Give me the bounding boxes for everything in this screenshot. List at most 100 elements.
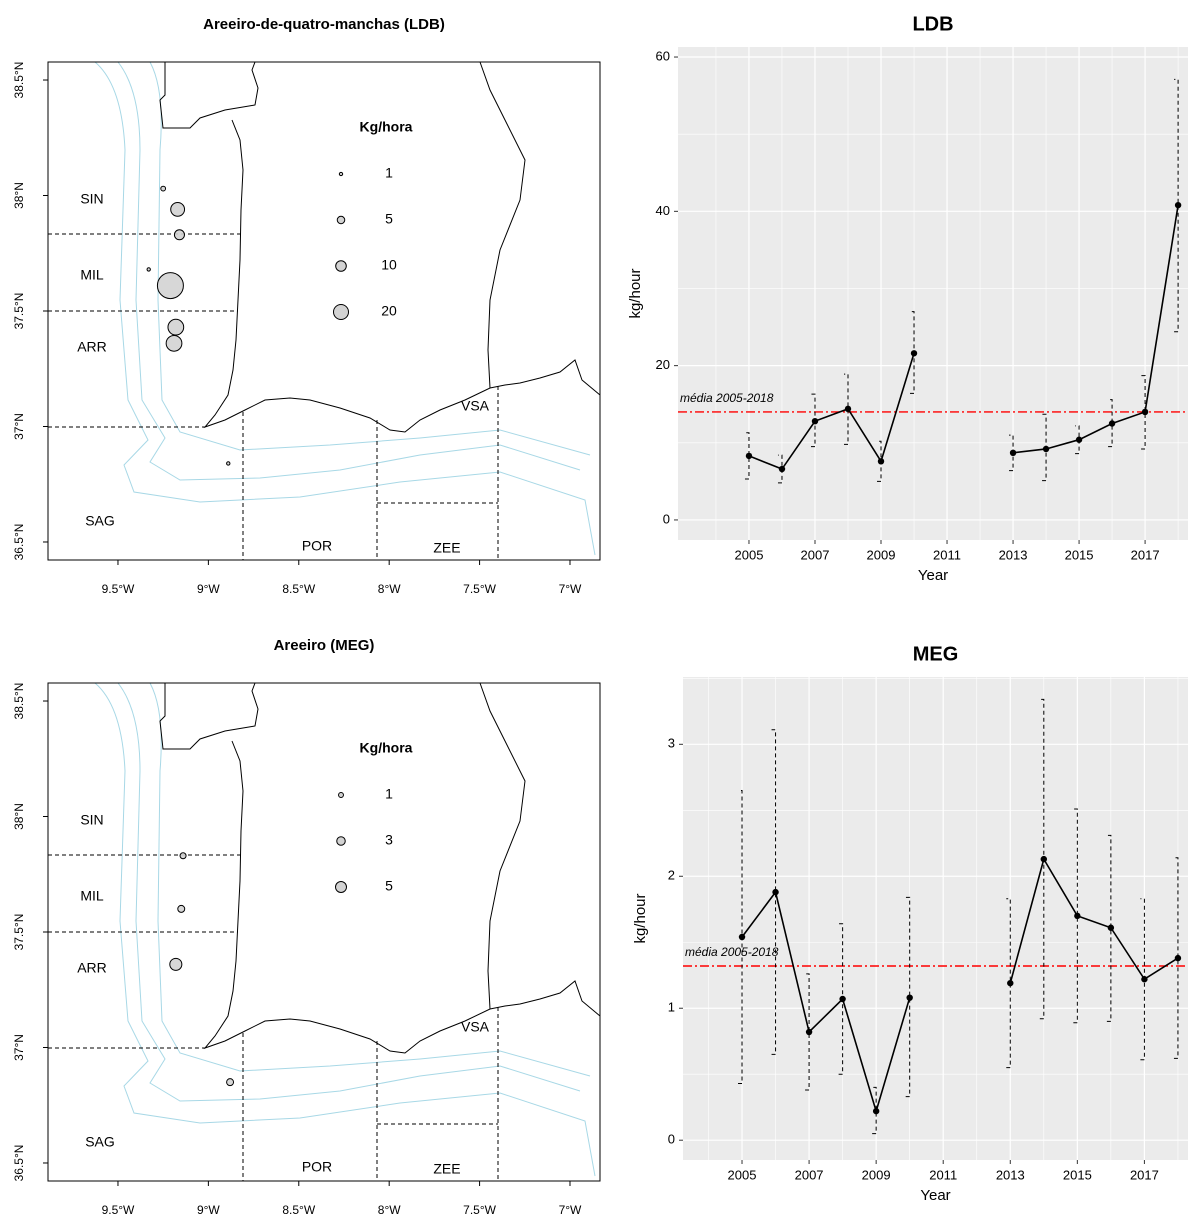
x-tick-label: 2007 — [795, 1167, 824, 1182]
error-bar — [1174, 78, 1179, 333]
legend-label: 3 — [385, 832, 393, 848]
region-label: ZEE — [433, 540, 460, 556]
legend-label: 5 — [385, 211, 393, 227]
legend-symbol — [335, 260, 347, 272]
x-tick-label: 8°W — [378, 1203, 401, 1217]
x-tick-label: 2005 — [728, 1167, 757, 1182]
mean-label: média 2005-2018 — [685, 945, 779, 959]
error-bar — [1106, 834, 1112, 1022]
map-frame — [47, 682, 601, 1182]
region-label: SIN — [80, 191, 103, 207]
legend-label: 5 — [385, 878, 393, 894]
error-bar — [1073, 808, 1078, 1024]
x-tick-label: 8.5°W — [282, 1203, 315, 1217]
legend-label: 10 — [381, 257, 397, 273]
x-tick-label: 2013 — [999, 547, 1028, 562]
chart-title: MEG — [913, 643, 959, 665]
y-tick-label: 38°N — [12, 803, 26, 830]
x-tick-label: 9°W — [197, 582, 220, 596]
plot-background — [683, 677, 1188, 1160]
region-label: MIL — [80, 267, 104, 283]
data-point — [906, 994, 913, 1001]
x-axis-title: Year — [918, 567, 948, 584]
legend-symbol — [338, 792, 344, 798]
error-bar — [905, 896, 911, 1098]
legend-symbol — [333, 304, 349, 320]
data-point — [772, 888, 779, 896]
error-bar — [1108, 399, 1113, 448]
region-label: VSA — [461, 1019, 490, 1035]
error-bar — [805, 973, 810, 1091]
data-point — [910, 350, 918, 357]
bubble — [173, 229, 185, 241]
y-tick-label: 38.5°N — [12, 683, 26, 720]
data-point — [1040, 855, 1048, 863]
y-tick-label: 37.5°N — [12, 914, 26, 951]
legend-title: Kg/hora — [360, 740, 413, 756]
data-point — [738, 933, 746, 941]
y-tick-label: 60 — [656, 48, 670, 63]
data-point — [844, 405, 852, 413]
x-tick-label: 9.5°W — [102, 1203, 135, 1217]
series-line — [741, 857, 1179, 1114]
x-tick-label: 2011 — [933, 547, 961, 562]
data-point — [1141, 976, 1148, 983]
bubble — [170, 201, 186, 217]
x-tick-label: 7.5°W — [463, 1203, 496, 1217]
y-axis-title: kg/hour — [632, 893, 649, 943]
map-geography — [47, 61, 601, 561]
legend-label: 20 — [381, 303, 397, 319]
y-tick-label: 37.5°N — [12, 293, 26, 330]
x-tick-label: 2007 — [801, 547, 830, 562]
data-point — [1107, 924, 1115, 931]
error-bar — [744, 432, 750, 480]
y-tick-label: 1 — [668, 1000, 675, 1015]
y-tick-label: 38°N — [12, 182, 26, 209]
legend-label: 1 — [385, 786, 393, 802]
data-point — [1007, 979, 1014, 987]
region-label: SAG — [85, 1134, 115, 1150]
data-point — [839, 995, 846, 1003]
bubble — [167, 318, 185, 336]
bubble — [179, 852, 187, 860]
map-title: Areeiro (MEG) — [274, 637, 375, 654]
error-bar — [1141, 375, 1146, 450]
error-bar — [1173, 857, 1179, 1059]
x-tick-label: 2011 — [929, 1167, 957, 1182]
y-tick-label: 0 — [668, 1132, 675, 1147]
data-point — [811, 417, 819, 425]
region-label: POR — [302, 1159, 332, 1175]
x-tick-label: 2013 — [996, 1167, 1025, 1182]
y-tick-label: 3 — [668, 736, 675, 751]
legend-symbol — [336, 836, 346, 846]
x-axis-title: Year — [920, 1187, 950, 1204]
error-bar — [844, 373, 849, 445]
y-tick-label: 36.5°N — [12, 1145, 26, 1182]
x-tick-label: 2017 — [1130, 1167, 1159, 1182]
y-tick-label: 37°N — [12, 413, 26, 440]
region-label: ZEE — [433, 1161, 460, 1177]
data-point — [805, 1028, 813, 1036]
region-label: SAG — [85, 513, 115, 529]
x-tick-label: 8.5°W — [282, 582, 315, 596]
region-label: VSA — [461, 398, 490, 414]
legend-symbol — [338, 171, 344, 177]
chart-title: LDB — [912, 13, 953, 35]
legend-symbol — [336, 215, 346, 225]
y-tick-label: 37°N — [12, 1034, 26, 1061]
data-point — [1174, 954, 1182, 962]
x-tick-label: 8°W — [378, 582, 401, 596]
bubble — [165, 334, 183, 352]
series-line — [748, 205, 1179, 470]
y-tick-label: 36.5°N — [12, 524, 26, 561]
region-label: POR — [302, 538, 332, 554]
x-tick-label: 2009 — [862, 1167, 891, 1182]
error-bar — [1006, 898, 1011, 1069]
mean-label: média 2005-2018 — [680, 391, 774, 405]
x-tick-label: 7°W — [559, 1203, 582, 1217]
data-point — [1042, 445, 1050, 453]
data-point — [877, 458, 885, 465]
data-point — [745, 452, 753, 460]
data-point — [1074, 912, 1081, 920]
